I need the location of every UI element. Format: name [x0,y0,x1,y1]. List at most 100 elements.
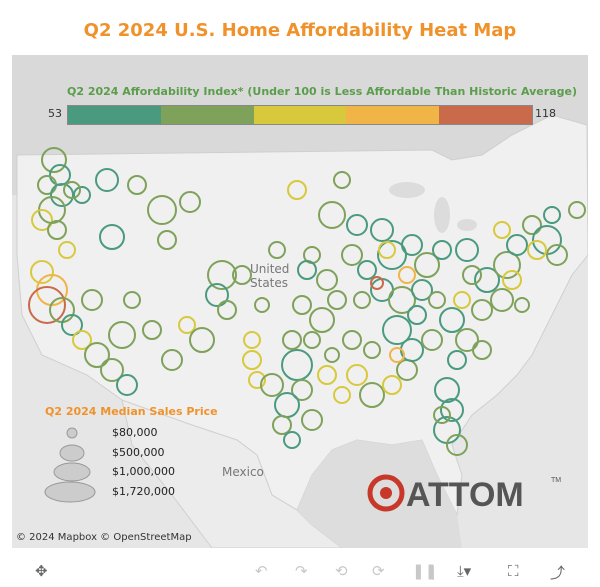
market-marker[interactable] [41,147,67,173]
market-marker[interactable] [309,307,335,333]
market-marker[interactable] [357,260,377,280]
market-marker[interactable] [116,374,138,396]
market-marker[interactable] [527,240,547,260]
heat-map[interactable]: Q2 2024 Affordability Index* (Under 100 … [12,55,588,548]
market-marker[interactable] [242,350,262,370]
market-marker[interactable] [440,398,464,422]
market-marker[interactable] [268,241,286,259]
market-marker[interactable] [471,299,493,321]
market-marker[interactable] [353,291,371,309]
market-marker[interactable] [462,265,482,285]
market-marker[interactable] [333,386,351,404]
market-marker[interactable] [346,214,368,236]
market-marker[interactable] [161,349,183,371]
market-marker[interactable] [359,382,385,408]
market-marker[interactable] [377,240,407,270]
market-marker[interactable] [382,375,402,395]
market-marker[interactable] [291,379,313,401]
market-marker[interactable] [108,321,136,349]
market-marker[interactable] [217,300,237,320]
market-marker[interactable] [453,291,471,309]
market-marker[interactable] [447,350,467,370]
market-marker[interactable] [63,181,81,199]
market-marker[interactable] [303,331,321,349]
market-marker[interactable] [370,276,384,290]
market-marker[interactable] [546,244,568,266]
market-marker[interactable] [99,224,125,250]
market-marker[interactable] [31,209,53,231]
market-marker[interactable] [401,234,423,256]
market-marker[interactable] [455,238,479,262]
market-marker[interactable] [254,297,270,313]
market-marker[interactable] [127,175,147,195]
market-marker[interactable] [439,307,465,333]
market-marker[interactable] [514,297,530,313]
market-marker[interactable] [378,241,396,259]
market-marker[interactable] [428,291,446,309]
market-marker[interactable] [421,329,443,351]
market-marker[interactable] [493,251,521,279]
market-marker[interactable] [95,168,119,192]
revert-icon[interactable]: ⟲ [335,562,348,580]
undo-icon[interactable]: ↶ [255,562,268,580]
market-marker[interactable] [446,434,468,456]
pan-icon[interactable]: ✥ [35,562,48,580]
market-marker[interactable] [433,406,451,424]
market-marker[interactable] [318,201,346,229]
pause-icon[interactable]: ❚❚ [412,562,438,580]
market-marker[interactable] [248,371,266,389]
market-marker[interactable] [342,330,362,350]
market-marker[interactable] [147,195,177,225]
market-marker[interactable] [455,328,479,352]
market-marker[interactable] [142,320,162,340]
market-marker[interactable] [316,269,338,291]
market-marker[interactable] [189,327,215,353]
market-marker[interactable] [474,267,500,293]
market-marker[interactable] [301,409,323,431]
market-marker[interactable] [100,358,124,382]
market-marker[interactable] [123,291,141,309]
market-marker[interactable] [388,286,416,314]
market-marker[interactable] [179,191,201,213]
share-icon[interactable]: ⤴ [550,564,566,582]
market-marker[interactable] [281,349,313,381]
market-marker[interactable] [490,288,514,312]
market-marker[interactable] [522,215,542,235]
market-marker[interactable] [543,206,561,224]
market-marker[interactable] [434,377,460,403]
market-marker[interactable] [61,314,83,336]
download-icon[interactable]: ⤓▾ [457,562,472,580]
market-marker[interactable] [178,316,196,334]
market-marker[interactable] [411,279,433,301]
market-marker[interactable] [389,347,405,363]
market-marker[interactable] [58,241,76,259]
market-marker[interactable] [157,230,177,250]
market-marker[interactable] [432,240,452,260]
market-marker[interactable] [472,340,492,360]
market-marker[interactable] [317,365,337,385]
market-marker[interactable] [28,286,66,324]
market-marker[interactable] [407,305,427,325]
redo-icon[interactable]: ↷ [295,562,308,580]
market-marker[interactable] [282,330,302,350]
market-marker[interactable] [327,290,347,310]
market-marker[interactable] [292,295,312,315]
fullscreen-icon[interactable]: ⛶ [508,562,519,580]
market-marker[interactable] [363,341,381,359]
market-marker[interactable] [297,260,317,280]
market-marker[interactable] [370,218,394,242]
market-marker[interactable] [414,252,440,278]
market-marker[interactable] [84,342,110,368]
market-marker[interactable] [287,180,307,200]
market-marker[interactable] [341,244,363,266]
market-marker[interactable] [283,431,301,449]
market-marker[interactable] [493,221,511,239]
market-marker[interactable] [81,289,103,311]
market-marker[interactable] [207,260,237,290]
market-marker[interactable] [346,364,368,386]
market-marker[interactable] [568,201,586,219]
market-marker[interactable] [260,373,284,397]
market-marker[interactable] [506,234,528,256]
market-marker[interactable] [502,270,522,290]
market-marker[interactable] [205,283,229,307]
